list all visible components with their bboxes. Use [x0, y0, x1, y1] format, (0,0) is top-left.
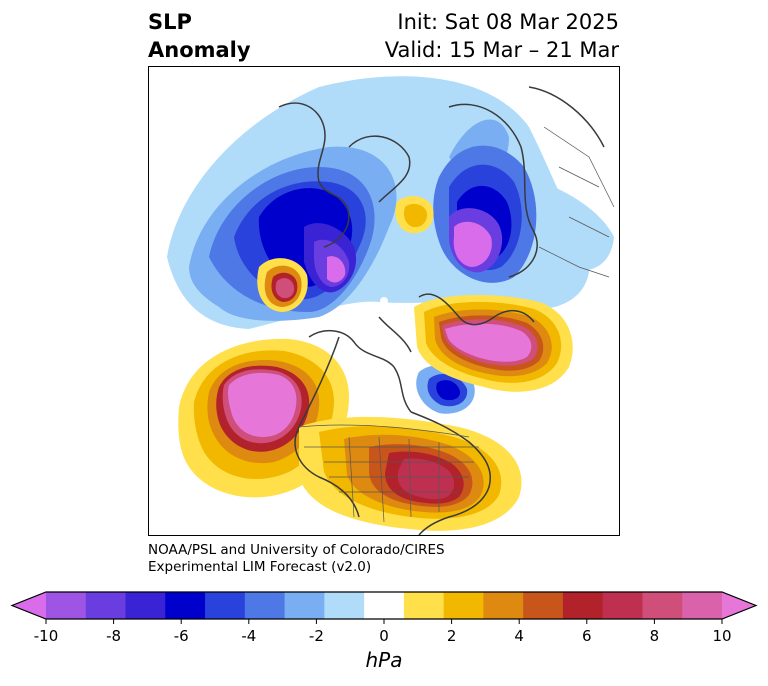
- map-panel: [148, 66, 620, 536]
- political-borders: [298, 126, 615, 523]
- colorbar-tick-label: -4: [241, 627, 256, 645]
- chart-title: SLP Anomaly: [148, 8, 251, 64]
- title-line-slp: SLP: [148, 10, 192, 34]
- colorbar-tick-label: -6: [174, 627, 189, 645]
- colorbar-bin: [284, 592, 325, 619]
- colorbar-bin: [46, 592, 87, 619]
- title-line-anomaly: Anomaly: [148, 38, 251, 62]
- coastlines: [278, 86, 605, 535]
- colorbar-tick-label: 4: [514, 627, 524, 645]
- colorbar-bin: [244, 592, 286, 619]
- positive-anomaly-field: [178, 196, 573, 531]
- colorbar-tick-label: 8: [650, 627, 660, 645]
- colorbar-unit-label: hPa: [365, 648, 403, 672]
- colorbar-bin: [682, 592, 723, 619]
- colorbar-bin: [523, 592, 564, 619]
- colorbar-bin: [165, 592, 206, 619]
- colorbar-bin: [483, 592, 524, 619]
- colorbar-tick-label: 6: [582, 627, 592, 645]
- colorbar-tick-label: 2: [447, 627, 457, 645]
- colorbar: -10 -8 -6 -4 -2 0 2 4 6 8 10: [10, 591, 758, 645]
- colorbar-tick-label: -8: [106, 627, 121, 645]
- colorbar-bin: [642, 592, 683, 619]
- colorbar-bin: [562, 592, 604, 619]
- colorbar-bin: [205, 592, 246, 619]
- credit-line2: Experimental LIM Forecast (v2.0): [148, 559, 372, 575]
- date-info: Init: Sat 08 Mar 2025 Valid: 15 Mar – 21…: [385, 8, 619, 64]
- colorbar-bin: [403, 592, 445, 619]
- colorbar-bin: [364, 592, 405, 619]
- colorbar-bin: [85, 592, 127, 619]
- colorbar-ticks: -10 -8 -6 -4 -2 0 2 4 6 8 10: [34, 619, 732, 645]
- colorbar-bin: [324, 592, 365, 619]
- credit-line1: NOAA/PSL and University of Colorado/CIRE…: [148, 542, 445, 558]
- north-pole-marker: [380, 297, 388, 305]
- colorbar-segments: [12, 592, 756, 619]
- init-date: Init: Sat 08 Mar 2025: [397, 10, 619, 34]
- colorbar-tick-label: 0: [379, 627, 389, 645]
- colorbar-extend-high: [722, 592, 756, 619]
- colorbar-tick-label: -2: [309, 627, 324, 645]
- valid-period: Valid: 15 Mar – 21 Mar: [384, 38, 619, 62]
- colorbar-tick-label: -10: [34, 627, 59, 645]
- colorbar-tick-label: 10: [712, 627, 731, 645]
- colorbar-bin: [125, 592, 166, 619]
- colorbar-bin: [602, 592, 643, 619]
- slp-anomaly-map: [167, 76, 615, 535]
- colorbar-bin: [443, 592, 484, 619]
- credit-text: NOAA/PSL and University of Colorado/CIRE…: [148, 542, 445, 576]
- colorbar-extend-low: [12, 592, 46, 619]
